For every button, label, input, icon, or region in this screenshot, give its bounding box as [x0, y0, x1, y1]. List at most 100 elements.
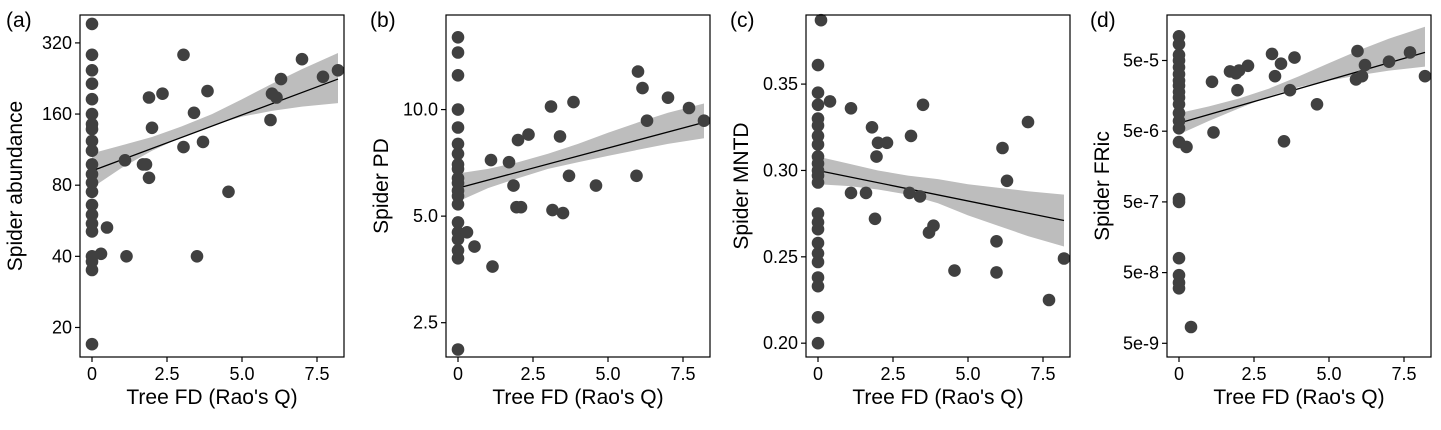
data-point	[1172, 122, 1186, 135]
data-point	[814, 13, 828, 27]
confidence-band	[1179, 26, 1425, 135]
data-point	[187, 106, 201, 120]
y-tick-label: 5.0	[413, 206, 438, 226]
x-tick-label: 2.5	[154, 364, 179, 384]
x-tick-label: 0	[453, 364, 463, 384]
y-tick-label: 160	[42, 104, 72, 124]
panel-d: 0 2.5 5.0 7.5 5e-9 5e-8 5e-7 5e-6 5e-5 Tree FD (R…	[1090, 9, 1432, 409]
data-point	[636, 81, 649, 95]
data-point	[486, 260, 499, 273]
data-point	[1172, 251, 1186, 265]
data-point	[990, 235, 1003, 248]
data-point	[1265, 47, 1279, 61]
data-point	[451, 198, 465, 211]
data-point	[156, 87, 169, 100]
data-point	[631, 65, 645, 78]
data-point	[903, 186, 916, 200]
data-point	[844, 186, 858, 200]
data-point	[904, 129, 918, 143]
data-point	[85, 208, 99, 221]
data-point	[1274, 57, 1288, 70]
data-point	[1241, 59, 1255, 73]
data-point	[589, 179, 603, 192]
x-tick-label: 2.5	[880, 364, 905, 384]
data-point	[85, 48, 99, 62]
data-point	[1382, 55, 1396, 68]
data-point	[1180, 140, 1193, 154]
data-point	[913, 190, 927, 203]
data-point	[145, 121, 159, 135]
data-point	[811, 207, 825, 220]
panel-label: (b)	[370, 9, 396, 32]
data-point	[1000, 174, 1014, 188]
data-point	[1231, 83, 1244, 97]
data-point	[697, 114, 711, 127]
data-point	[201, 84, 214, 98]
data-point	[811, 86, 825, 99]
data-point	[270, 91, 283, 104]
y-tick-label: 0.20	[763, 333, 798, 353]
y-tick-label: 0.25	[763, 247, 798, 267]
data-point	[142, 91, 156, 104]
data-point	[1277, 135, 1291, 148]
x-tick-label: 0	[87, 364, 97, 384]
regression-line	[817, 169, 1065, 222]
data-point	[85, 64, 99, 77]
data-point	[85, 17, 99, 31]
y-axis-title: Spider FRic	[1091, 131, 1114, 241]
data-point	[1207, 126, 1220, 139]
data-point	[1288, 51, 1301, 64]
data-point	[556, 206, 570, 220]
data-point	[1403, 46, 1417, 59]
panel-a: 0 2.5 5.0 7.5 20 40 80 160 320 Tree FD (Rao's Q) S…	[4, 9, 345, 409]
data-point	[916, 98, 930, 112]
data-point	[451, 69, 465, 82]
data-point	[682, 101, 696, 115]
data-point	[811, 98, 825, 112]
data-point	[85, 337, 99, 351]
y-axis-title: Spider abundance	[4, 101, 27, 271]
data-point	[630, 169, 643, 183]
data-point	[85, 176, 99, 189]
x-axis-title: Tree FD (Rao's Q)	[492, 386, 663, 409]
data-point	[553, 130, 567, 143]
y-axis-title: Spider MNTD	[730, 122, 753, 249]
data-point	[1172, 98, 1186, 111]
data-point	[451, 103, 465, 116]
x-tick-label: 2.5	[1241, 364, 1266, 384]
data-point	[451, 216, 465, 229]
data-point	[451, 31, 465, 44]
data-point	[868, 212, 882, 226]
data-point	[196, 135, 210, 149]
data-point	[870, 150, 883, 163]
regression-line	[91, 78, 339, 172]
x-tick-label: 5.0	[595, 364, 620, 384]
x-tick-label: 5.0	[229, 364, 254, 384]
data-point	[1283, 83, 1297, 97]
data-point	[567, 95, 580, 109]
data-point	[546, 203, 559, 217]
data-point	[451, 137, 465, 151]
data-point	[1418, 69, 1432, 83]
data-point	[811, 255, 825, 269]
data-point	[859, 186, 873, 200]
data-point	[451, 233, 465, 246]
data-point	[177, 48, 190, 62]
data-point	[85, 92, 99, 106]
confidence-band	[92, 53, 338, 188]
data-point	[85, 158, 99, 171]
panel-label: (d)	[1090, 9, 1116, 32]
data-point	[451, 121, 465, 134]
x-tick-label: 0	[813, 364, 823, 384]
y-tick-label: 0.35	[763, 74, 798, 94]
panel-b: 0 2.5 5.0 7.5 2.5 5.0 10.0 Tree FD (Rao's Q) Spi…	[370, 9, 711, 409]
data-point	[811, 119, 825, 132]
data-point	[1268, 69, 1282, 83]
data-point	[511, 133, 525, 147]
y-tick-label: 5e-8	[1123, 263, 1159, 283]
data-point	[562, 169, 576, 183]
y-tick-label: 20	[52, 317, 72, 337]
data-point	[316, 70, 330, 84]
data-point	[1021, 115, 1035, 129]
